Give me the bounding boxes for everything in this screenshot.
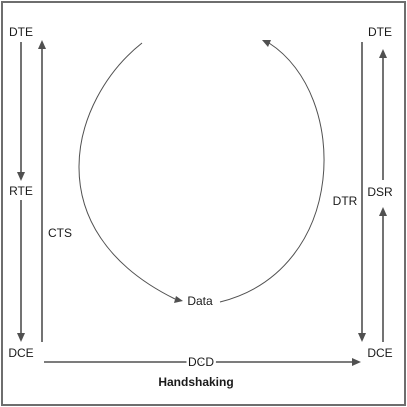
node-dte-right: DTE [368,25,392,39]
edge-data-left-curve [78,42,176,300]
edge-dce-dsr-arrowhead [379,207,387,216]
node-rte-left: RTE [9,184,33,198]
label-dcd: DCD [188,355,214,369]
edge-cts-arrowhead [38,40,46,49]
label-dtr: DTR [333,194,358,208]
label-cts: CTS [48,226,72,240]
edge-dcd-arrowhead [352,358,361,366]
edge-dtr-arrowhead [358,333,366,342]
node-dce-right: DCE [367,346,392,360]
node-dsr-right: DSR [367,185,393,199]
edge-data-left-arrowhead [174,296,183,303]
label-data: Data [187,294,213,308]
edge-rte-dce-arrowhead [17,333,25,342]
edge-dsr-dte-arrowhead [379,49,387,58]
edge-dte-rte-arrowhead [17,172,25,181]
edge-data-right-curve [219,42,325,303]
node-dte-left: DTE [9,25,33,39]
edge-data-right-arrowhead [262,40,271,47]
node-dce-left: DCE [8,346,33,360]
diagram-caption: Handshaking [158,375,233,389]
